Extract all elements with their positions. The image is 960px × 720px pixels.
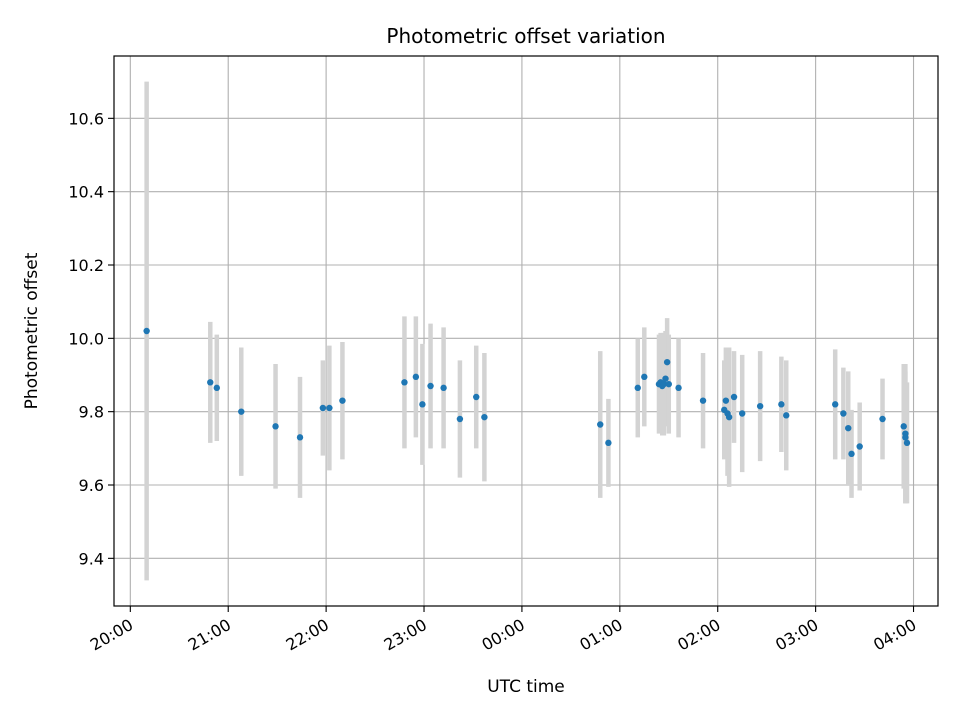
y-tick-label: 10.4 [68,183,104,202]
data-point [419,401,426,408]
data-point [738,410,746,417]
data-point [665,380,672,388]
data-point [756,402,764,410]
data-point [481,413,488,421]
data-point [319,404,327,412]
data-point [440,384,447,392]
data-point [339,397,346,404]
y-tick-label: 10.2 [68,256,104,275]
data-point [840,410,847,417]
data-point [900,423,907,430]
plot-area [114,56,938,606]
data-point [832,401,839,408]
data-point [412,373,420,381]
data-point [675,384,682,392]
data-point [856,443,863,450]
y-tick-label: 10.0 [68,329,104,348]
data-point [722,397,730,404]
y-axis-label: Photometric offset [22,252,42,409]
y-tick-label: 9.6 [79,476,104,495]
data-point [699,397,707,404]
data-point [660,380,668,388]
data-point [597,421,604,428]
x-axis-label: UTC time [487,677,565,697]
data-point [634,384,641,392]
y-tick-label: 9.4 [79,549,104,568]
grid-lines [114,56,938,606]
data-point [473,393,480,401]
data-point [730,393,738,401]
y-tick-label: 9.8 [79,403,104,422]
data-point [427,382,434,390]
data-point [778,401,785,408]
data-point [879,415,886,423]
y-axis-ticks: 9.4 9.6 9.8 10.0 10.2 10.4 10.6 [68,109,114,568]
data-point [143,327,150,335]
data-point [213,384,220,392]
data-point [845,424,852,432]
data-points [143,327,911,458]
data-point [902,434,909,441]
data-point [783,412,790,419]
data-point [272,423,279,430]
data-point [641,373,648,381]
data-point [326,404,333,412]
data-point [207,379,214,386]
data-point [296,434,304,441]
data-point [238,408,245,415]
data-point [401,379,408,386]
data-point [848,450,855,458]
chart-title: Photometric offset variation [386,24,665,48]
y-tick-label: 10.6 [68,109,104,128]
data-point [456,415,464,423]
data-point [605,439,612,447]
data-point [903,439,911,447]
data-point [725,413,733,421]
plot-frame [113,55,939,607]
data-point [662,375,669,382]
data-point [663,358,671,366]
